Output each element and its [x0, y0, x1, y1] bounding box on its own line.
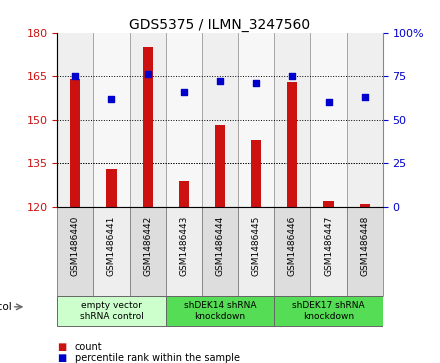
Text: GSM1486440: GSM1486440: [71, 216, 80, 276]
Bar: [238, 33, 274, 207]
Bar: [93, 207, 129, 296]
Bar: [166, 296, 274, 326]
Bar: [274, 296, 383, 326]
Text: GSM1486446: GSM1486446: [288, 216, 297, 276]
Bar: [129, 207, 166, 296]
Bar: [287, 82, 297, 207]
Bar: [166, 207, 202, 296]
Text: ■: ■: [57, 342, 66, 352]
Point: [72, 73, 79, 79]
Bar: [106, 169, 117, 207]
Bar: [238, 207, 274, 296]
Bar: [57, 33, 93, 207]
Text: shDEK14 shRNA
knockdown: shDEK14 shRNA knockdown: [184, 301, 256, 321]
Point: [361, 94, 368, 100]
Text: GSM1486443: GSM1486443: [180, 216, 188, 276]
Text: GSM1486445: GSM1486445: [252, 216, 260, 276]
Point: [108, 96, 115, 102]
Bar: [57, 207, 93, 296]
Bar: [70, 79, 81, 207]
Bar: [215, 126, 225, 207]
Bar: [251, 140, 261, 207]
Point: [216, 78, 224, 84]
Bar: [359, 204, 370, 207]
Bar: [93, 33, 129, 207]
Bar: [347, 33, 383, 207]
Bar: [274, 33, 311, 207]
Text: GSM1486444: GSM1486444: [216, 216, 224, 276]
Bar: [57, 296, 166, 326]
Point: [253, 80, 260, 86]
Text: GSM1486448: GSM1486448: [360, 216, 369, 276]
Bar: [129, 33, 166, 207]
Point: [180, 89, 187, 95]
Text: GSM1486441: GSM1486441: [107, 216, 116, 276]
Bar: [311, 207, 347, 296]
Bar: [202, 207, 238, 296]
Text: count: count: [75, 342, 103, 352]
Text: percentile rank within the sample: percentile rank within the sample: [75, 352, 240, 363]
Text: shDEK17 shRNA
knockdown: shDEK17 shRNA knockdown: [292, 301, 365, 321]
Text: GSM1486442: GSM1486442: [143, 216, 152, 276]
Bar: [323, 201, 334, 207]
Point: [144, 72, 151, 77]
Text: protocol: protocol: [0, 302, 11, 312]
Bar: [179, 180, 189, 207]
Text: empty vector
shRNA control: empty vector shRNA control: [80, 301, 143, 321]
Point: [325, 99, 332, 105]
Bar: [347, 207, 383, 296]
Point: [289, 73, 296, 79]
Text: ■: ■: [57, 352, 66, 363]
Bar: [143, 47, 153, 207]
Bar: [274, 207, 311, 296]
Text: GSM1486447: GSM1486447: [324, 216, 333, 276]
Bar: [311, 33, 347, 207]
Title: GDS5375 / ILMN_3247560: GDS5375 / ILMN_3247560: [129, 18, 311, 32]
Bar: [166, 33, 202, 207]
Bar: [202, 33, 238, 207]
